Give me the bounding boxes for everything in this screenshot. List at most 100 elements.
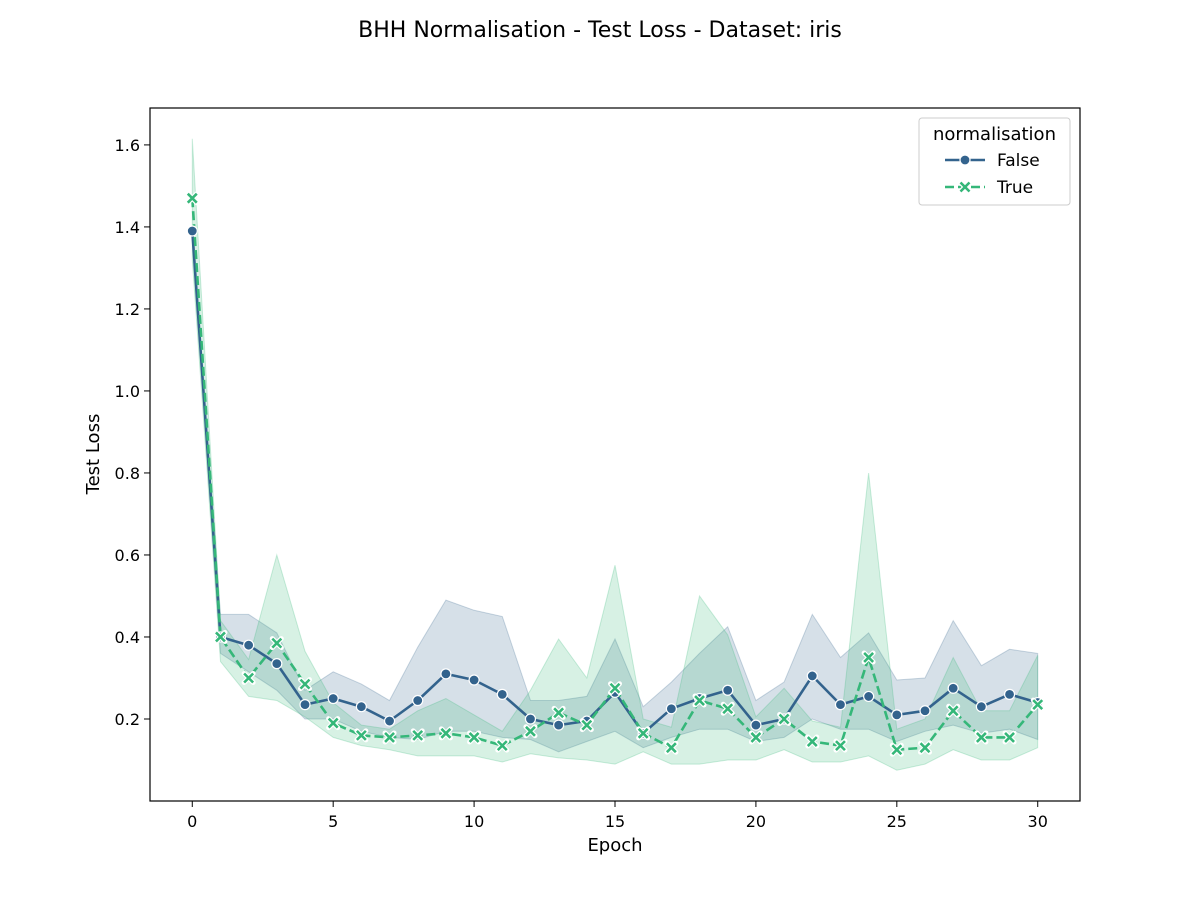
legend-items: False True [945, 151, 1040, 198]
data-point-false [863, 690, 875, 703]
data-point-true [974, 730, 989, 745]
y-tick-label: 0.6 [115, 546, 140, 565]
data-point-false [750, 719, 762, 731]
data-point-true [269, 636, 284, 651]
series-markers [185, 191, 1045, 757]
data-point-true [1002, 730, 1017, 745]
data-point-true [833, 738, 848, 753]
data-point-true [410, 728, 425, 743]
data-point-false [327, 692, 339, 705]
data-point-false [186, 225, 198, 237]
marker-stroke [327, 717, 339, 729]
marker-stroke [959, 181, 971, 193]
data-point-false [355, 701, 367, 713]
data-point-false [975, 701, 987, 713]
y-tick-label: 1.6 [115, 136, 140, 155]
marker-stroke [440, 727, 452, 739]
data-point-false [412, 694, 424, 707]
data-point-true [438, 726, 453, 741]
legend-box [918, 117, 1071, 206]
marker-stroke [750, 732, 762, 743]
marker-stroke [806, 736, 818, 747]
y-tick-label: 0.2 [115, 710, 140, 729]
data-point-true [861, 650, 876, 665]
data-point-false [496, 688, 508, 700]
x-tick-label: 20 [746, 812, 766, 831]
legend: normalisation False True [918, 117, 1071, 206]
legend-title: normalisation [933, 124, 1056, 145]
marker-stroke [581, 719, 593, 731]
marker-stroke [975, 732, 987, 743]
marker-stroke [553, 707, 565, 719]
data-point-true [805, 734, 820, 749]
data-point-true [382, 730, 397, 745]
data-point-true [664, 740, 679, 755]
x-tick-label: 5 [328, 812, 338, 831]
marker-stroke [919, 742, 931, 754]
marker-stroke [525, 725, 536, 737]
data-point-false [243, 639, 255, 651]
data-point-true [523, 724, 538, 739]
marker-stroke [778, 713, 790, 725]
legend-marker-true [958, 180, 972, 194]
data-point-false [806, 670, 818, 682]
y-tick-label: 1.4 [115, 218, 140, 237]
marker-stroke [947, 705, 959, 717]
marker-stroke [863, 652, 875, 663]
data-point-false [553, 719, 565, 731]
data-point-false [834, 699, 847, 711]
y-tick-label: 0.4 [115, 628, 140, 647]
marker-stroke [384, 732, 395, 743]
x-tick-label: 0 [187, 812, 197, 831]
y-tick-label: 1.2 [115, 300, 140, 319]
confidence-band-true [191, 138, 1039, 771]
x-tick-label: 15 [605, 812, 625, 831]
y-tick-label: 0.8 [115, 464, 140, 483]
marker-stroke [271, 637, 283, 649]
data-point-false [947, 682, 959, 694]
data-point-true [298, 677, 312, 692]
data-point-true [720, 701, 735, 716]
data-point-false [440, 668, 452, 680]
marker-stroke [694, 695, 705, 706]
marker-stroke [609, 682, 621, 694]
data-point-true [185, 191, 200, 206]
marker-stroke [355, 729, 367, 741]
x-axis-label: Epoch [587, 835, 642, 856]
data-point-true [467, 730, 482, 745]
chart-title: BHH Normalisation - Test Loss - Dataset:… [358, 18, 842, 43]
data-point-false [665, 703, 677, 715]
data-point-false [383, 715, 396, 727]
data-point-true [495, 738, 510, 753]
data-point-false [468, 674, 480, 686]
data-point-false [524, 713, 537, 725]
data-point-true [241, 670, 256, 685]
data-point-true [748, 730, 763, 745]
marker-stroke [1004, 732, 1015, 743]
data-point-false [271, 658, 283, 670]
data-point-false [919, 705, 931, 717]
data-point-true [1030, 697, 1045, 712]
y-tick-label: 1.0 [115, 382, 140, 401]
data-point-true [636, 726, 651, 741]
y-axis-label: Test Loss [83, 414, 104, 496]
marker-stroke [496, 740, 508, 752]
data-point-false [891, 709, 903, 721]
y-axis: 0.2 0.4 0.6 0.8 1.0 1.2 1.4 1.6 [115, 136, 150, 729]
marker-stroke [412, 729, 424, 741]
marker-stroke [722, 703, 734, 715]
data-point-true [579, 718, 594, 733]
x-axis: 0 5 10 15 20 25 30 [187, 801, 1048, 831]
data-point-false [722, 684, 734, 696]
marker-stroke [891, 744, 903, 756]
data-point-true [326, 716, 341, 731]
marker-stroke [243, 672, 255, 684]
marker-stroke [1032, 699, 1044, 711]
data-point-true [946, 703, 961, 718]
legend-marker-false [959, 154, 971, 166]
marker-stroke [468, 732, 480, 743]
marker-stroke [665, 742, 677, 754]
x-tick-label: 10 [464, 812, 484, 831]
